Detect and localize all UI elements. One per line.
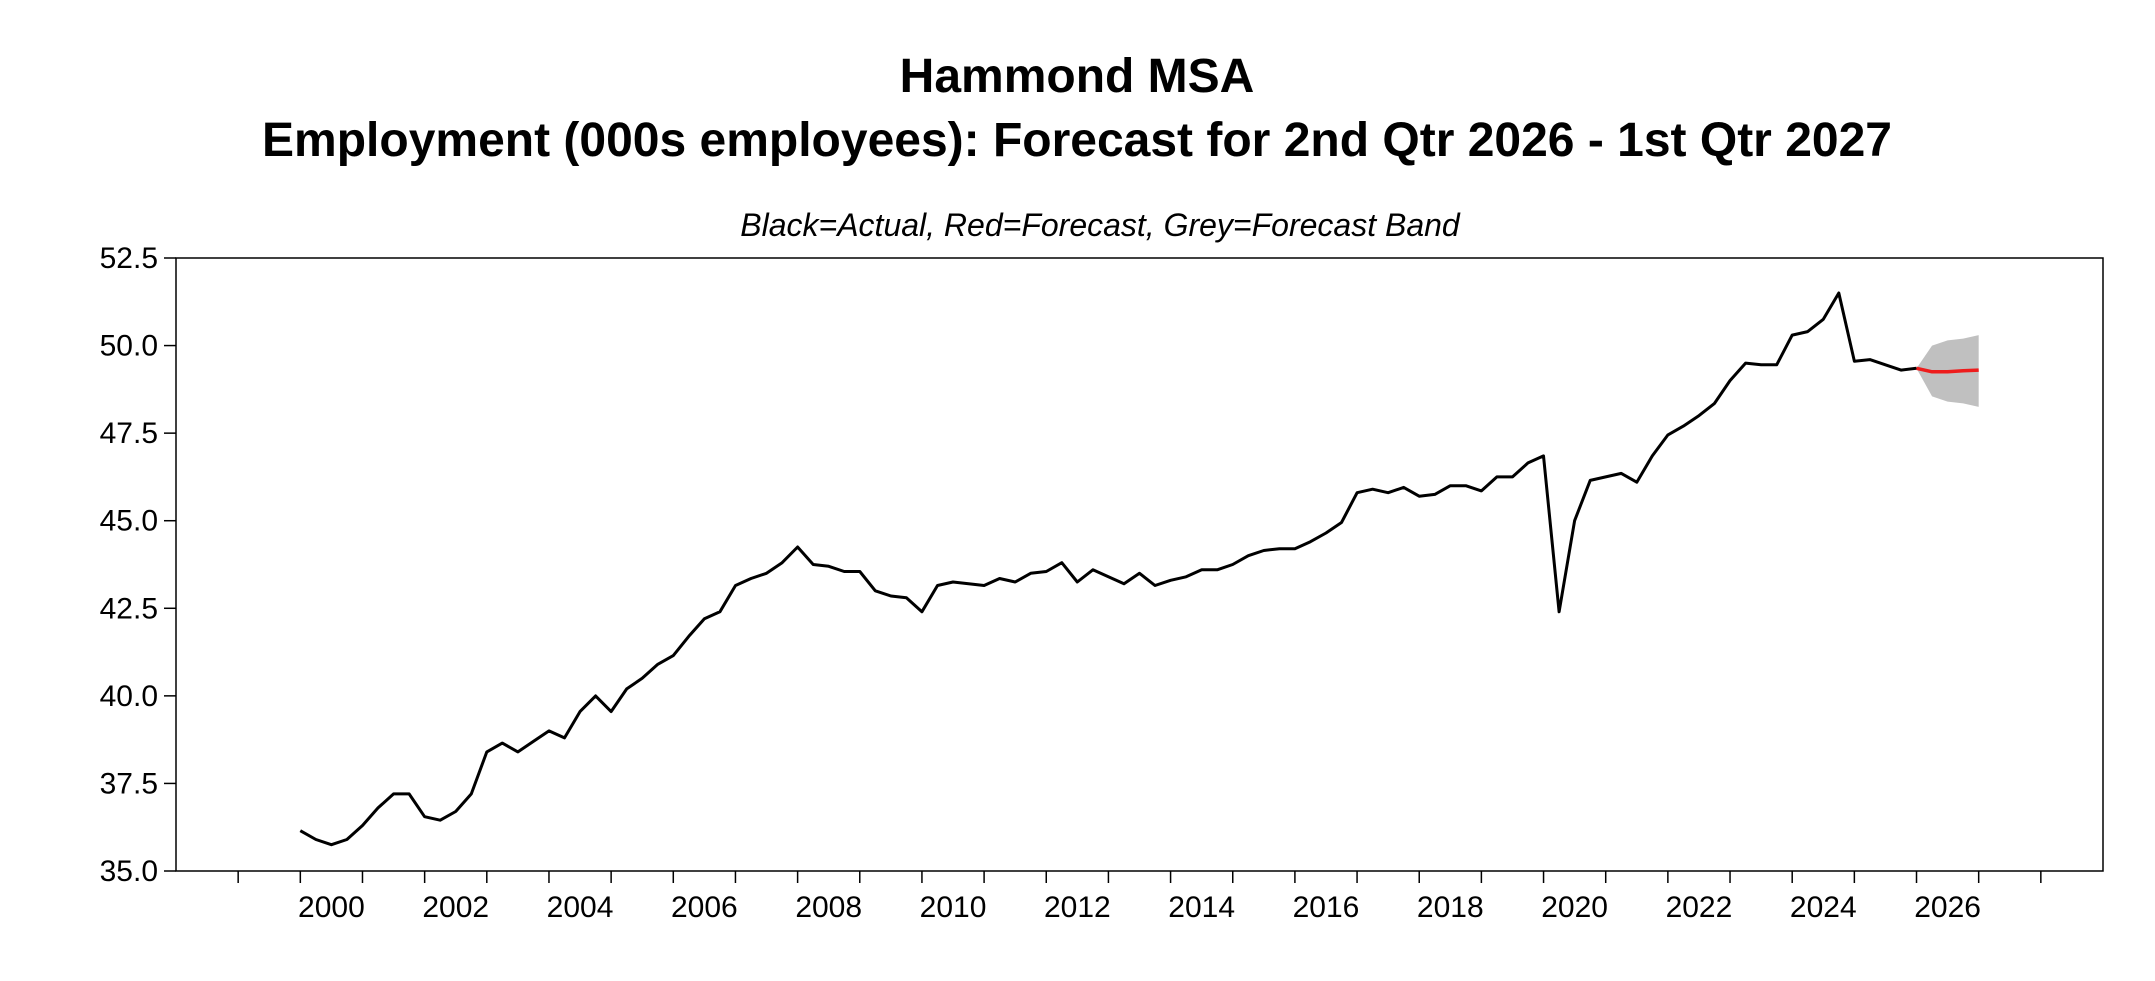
x-tick-label: 2012 bbox=[1044, 891, 1111, 924]
x-tick-label: 2004 bbox=[547, 891, 614, 924]
chart-subtitle: Black=Actual, Red=Forecast, Grey=Forecas… bbox=[740, 207, 1461, 243]
x-tick-label: 2026 bbox=[1914, 891, 1981, 924]
x-tick-label: 2014 bbox=[1168, 891, 1235, 924]
x-tick-label: 2016 bbox=[1293, 891, 1360, 924]
y-tick-label: 47.5 bbox=[100, 417, 158, 450]
x-tick-label: 2024 bbox=[1790, 891, 1857, 924]
y-tick-label: 42.5 bbox=[100, 592, 158, 625]
x-tick-label: 2002 bbox=[422, 891, 489, 924]
x-tick-label: 2020 bbox=[1541, 891, 1608, 924]
x-tick-label: 2018 bbox=[1417, 891, 1484, 924]
y-tick-label: 50.0 bbox=[100, 330, 158, 363]
x-tick-label: 2000 bbox=[298, 891, 365, 924]
x-tick-label: 2010 bbox=[920, 891, 987, 924]
plot-frame bbox=[175, 257, 2104, 872]
x-tick-label: 2008 bbox=[795, 891, 862, 924]
y-tick-label: 40.0 bbox=[100, 680, 158, 713]
chart-title-line-2: Employment (000s employees): Forecast fo… bbox=[262, 114, 1892, 167]
chart-title-line-1: Hammond MSA bbox=[900, 50, 1255, 103]
actual-series-line bbox=[299, 291, 1917, 847]
y-tick-label: 45.0 bbox=[100, 505, 158, 538]
y-tick-label: 52.5 bbox=[100, 242, 158, 275]
forecast-series-line bbox=[1916, 366, 1979, 374]
x-tick-label: 2006 bbox=[671, 891, 738, 924]
y-tick-label: 35.0 bbox=[100, 855, 158, 888]
y-tick-label: 37.5 bbox=[100, 767, 158, 800]
x-tick-label: 2022 bbox=[1666, 891, 1733, 924]
